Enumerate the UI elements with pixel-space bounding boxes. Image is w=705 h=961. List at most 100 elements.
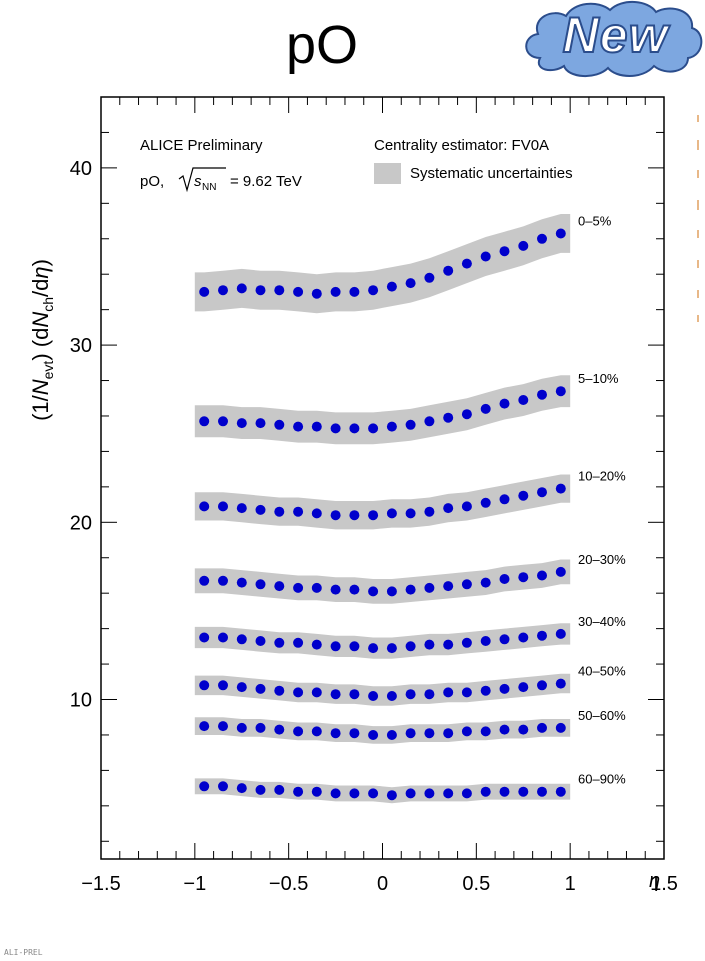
data-point xyxy=(518,572,529,583)
data-point xyxy=(349,788,360,799)
x-tick-label: 0 xyxy=(377,873,388,895)
data-point xyxy=(236,634,247,645)
data-point xyxy=(311,288,322,299)
data-point xyxy=(368,643,379,654)
data-point xyxy=(480,786,491,797)
series-label: 5–10% xyxy=(578,371,619,386)
x-axis-label: η xyxy=(649,870,660,892)
data-point xyxy=(555,386,566,397)
data-point xyxy=(405,641,416,652)
data-point xyxy=(330,728,341,739)
data-point xyxy=(274,419,285,430)
x-tick-label: 0.5 xyxy=(462,873,490,895)
data-point xyxy=(349,510,360,521)
data-point xyxy=(236,783,247,794)
data-point xyxy=(218,416,228,427)
system-label: pO, xyxy=(140,173,164,190)
data-point xyxy=(274,685,285,696)
y-tick-label: 30 xyxy=(70,335,92,357)
data-point xyxy=(537,680,547,691)
new-badge-cloud xyxy=(525,1,703,77)
data-point xyxy=(368,423,379,434)
data-point xyxy=(518,786,529,797)
data-point xyxy=(480,685,491,696)
data-point xyxy=(480,577,491,588)
series-label: 60–90% xyxy=(578,772,626,787)
data-point xyxy=(499,574,510,584)
estimator-label: Centrality estimator: FV0A xyxy=(374,137,549,154)
x-tick-label: −1.5 xyxy=(81,873,120,895)
footer-label: ALI-PREL xyxy=(4,948,43,957)
data-point xyxy=(405,419,416,430)
data-point xyxy=(368,586,379,597)
x-tick-label: 1 xyxy=(565,873,576,895)
data-point xyxy=(499,398,510,409)
data-point xyxy=(368,788,379,799)
data-point xyxy=(480,497,491,508)
data-point xyxy=(330,641,341,652)
data-point xyxy=(461,788,472,799)
data-point xyxy=(311,639,322,650)
data-point xyxy=(199,286,210,297)
data-point xyxy=(537,233,547,244)
data-point xyxy=(443,412,454,423)
data-point xyxy=(555,678,566,689)
data-point xyxy=(555,483,566,494)
data-point xyxy=(386,508,397,519)
data-point xyxy=(555,786,566,797)
syst-band-5 xyxy=(194,673,571,706)
data-point xyxy=(236,722,247,733)
data-point xyxy=(199,781,210,792)
data-point xyxy=(368,691,379,701)
data-point xyxy=(499,724,510,735)
data-point xyxy=(386,643,397,654)
data-point xyxy=(537,630,547,641)
data-point xyxy=(461,579,472,590)
data-point xyxy=(499,683,510,694)
data-point xyxy=(386,281,397,292)
data-point xyxy=(255,636,266,646)
data-point xyxy=(480,251,491,262)
data-point xyxy=(461,258,472,269)
series-label: 10–20% xyxy=(578,469,626,484)
syst-band-3 xyxy=(194,559,571,604)
data-point xyxy=(274,581,285,592)
data-point xyxy=(330,286,341,297)
data-point xyxy=(405,584,416,595)
data-point xyxy=(274,285,285,296)
data-point xyxy=(405,278,416,289)
data-point xyxy=(518,682,529,693)
data-point xyxy=(368,510,379,521)
x-tick-label: −0.5 xyxy=(269,873,308,895)
data-point xyxy=(293,506,304,517)
y-tick-label: 20 xyxy=(70,512,92,534)
data-point xyxy=(293,421,304,432)
data-point xyxy=(499,494,510,505)
data-point xyxy=(443,728,454,739)
data-point xyxy=(386,586,397,597)
x-tick-label: 1.5 xyxy=(650,873,678,895)
data-point xyxy=(349,584,360,595)
syst-band-6 xyxy=(194,717,571,744)
data-point xyxy=(255,504,266,515)
data-point xyxy=(518,632,529,643)
data-point xyxy=(274,724,285,735)
data-point xyxy=(405,508,416,519)
data-point xyxy=(236,682,247,693)
data-point xyxy=(330,510,341,521)
data-point xyxy=(443,639,454,650)
data-point xyxy=(424,689,435,700)
data-point xyxy=(274,506,285,517)
syst-band-0 xyxy=(194,214,571,314)
data-point xyxy=(311,786,322,797)
svg-text:NN: NN xyxy=(202,182,216,193)
data-point xyxy=(480,636,491,646)
data-point xyxy=(311,687,322,698)
data-point xyxy=(293,687,304,698)
series-label: 30–40% xyxy=(578,614,626,629)
data-point xyxy=(349,286,360,297)
data-point xyxy=(499,634,510,645)
data-point xyxy=(274,784,285,795)
data-point xyxy=(518,724,529,735)
data-point xyxy=(293,286,304,297)
